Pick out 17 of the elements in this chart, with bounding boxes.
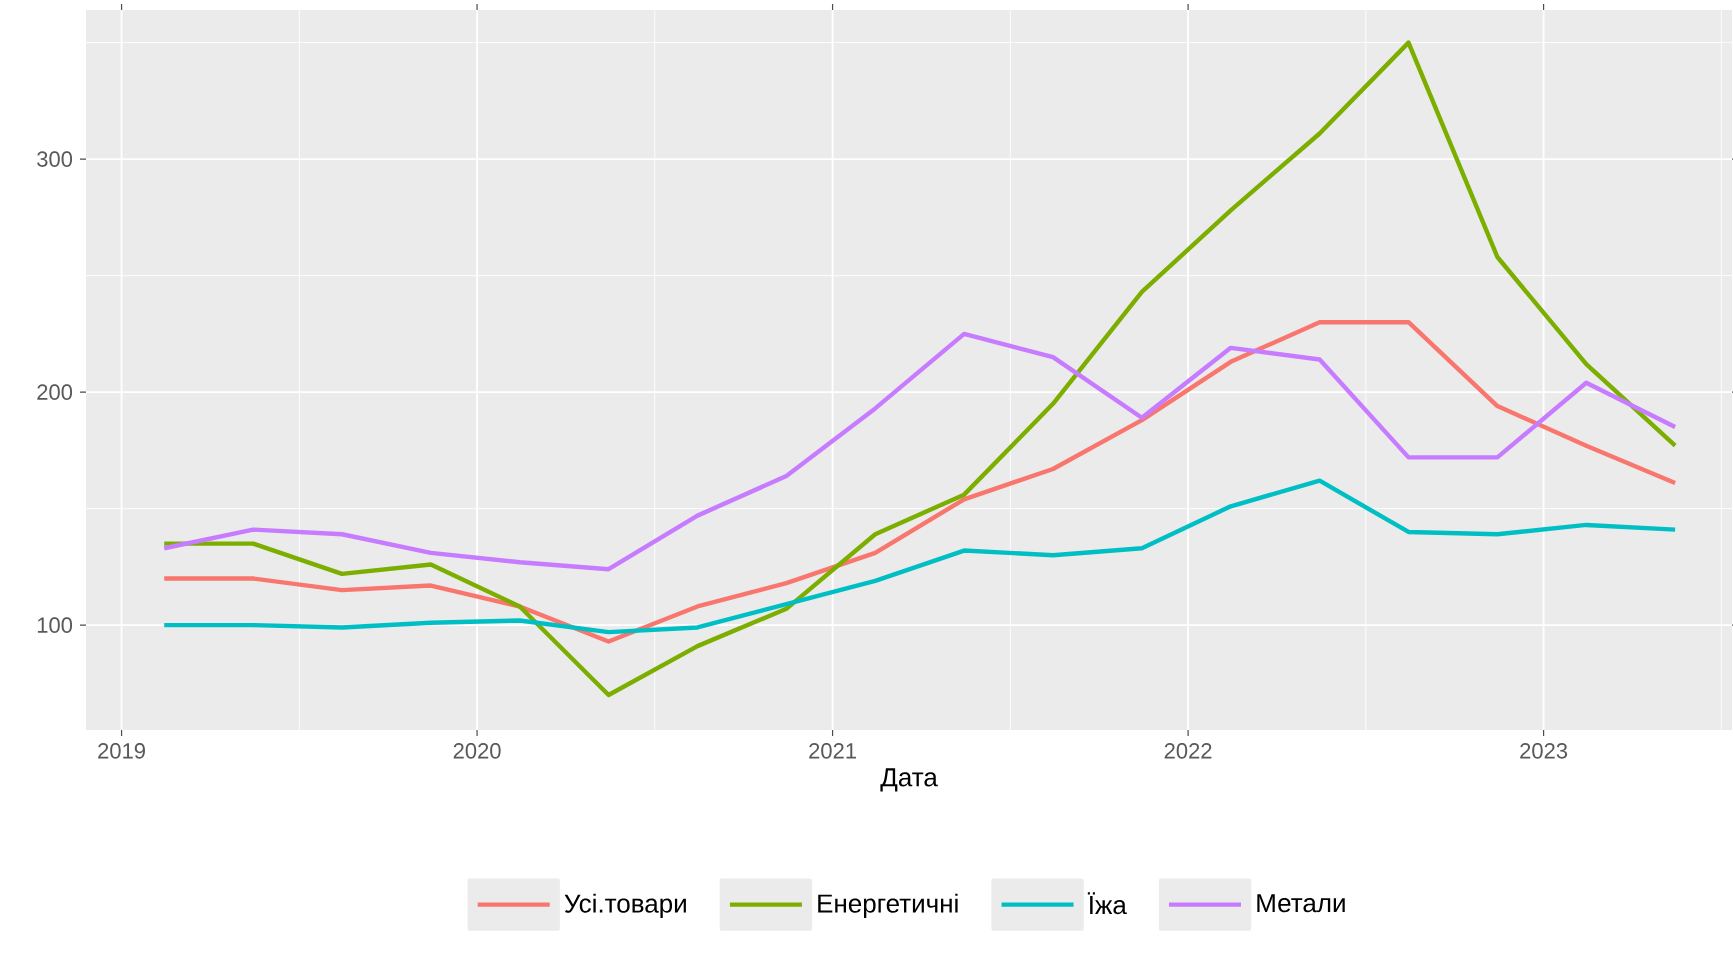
legend-label: Усі.товари — [564, 893, 686, 918]
x-tick-label: 2021 — [809, 743, 856, 759]
x-tick-label: 2023 — [1520, 743, 1568, 759]
legend-label: Метали — [1257, 894, 1345, 913]
x-tick-label: 2022 — [1164, 743, 1212, 759]
legend-label: Їжа — [1087, 892, 1127, 915]
x-axis-title: Дата — [880, 768, 938, 792]
y-tick-label: 100 — [37, 617, 73, 633]
x-tick-label: 2019 — [98, 743, 145, 759]
line-series — [162, 331, 1678, 572]
line-series — [162, 320, 1678, 644]
y-tick-label: 200 — [37, 384, 73, 400]
y-tick-label: 300 — [37, 151, 73, 167]
x-tick-label: 2020 — [453, 743, 501, 759]
legend-label: Енергетичні — [818, 893, 958, 918]
line-series — [162, 478, 1678, 635]
line-series — [162, 40, 1678, 698]
